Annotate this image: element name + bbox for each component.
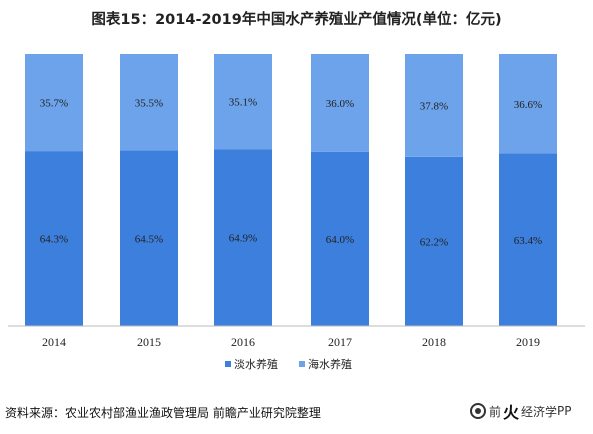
data-label-marine-2017: 36.0% <box>326 98 354 110</box>
data-label-marine-2016: 35.1% <box>229 97 257 109</box>
data-label-freshwater-2017: 64.0% <box>326 234 354 246</box>
legend-swatch-marine <box>299 361 305 367</box>
legend-label-freshwater: 淡水养殖 <box>234 357 278 371</box>
data-label-freshwater-2019: 63.4% <box>514 235 542 247</box>
x-tick-label-2018: 2018 <box>422 335 446 349</box>
legend-swatch-freshwater <box>225 361 231 367</box>
bar-marine-2016 <box>214 54 272 150</box>
chart-title: 图表15：2014-2019年中国水产养殖业产值情况(单位：亿元) <box>91 12 502 28</box>
x-tick-label-2017: 2017 <box>328 335 352 349</box>
bar-freshwater-2015 <box>120 150 178 326</box>
bar-marine-2015 <box>120 54 178 151</box>
logo-text-pre: 前 <box>489 404 502 419</box>
data-label-freshwater-2015: 64.5% <box>135 233 163 245</box>
bar-freshwater-2016 <box>214 149 272 326</box>
x-tick-label-2014: 2014 <box>42 335 66 349</box>
data-label-marine-2019: 36.6% <box>514 99 542 111</box>
bar-freshwater-2019 <box>499 153 557 326</box>
source-note: 资料来源：农业农村部渔业渔政管理局 前瞻产业研究院整理 <box>5 406 321 420</box>
bar-freshwater-2017 <box>311 151 369 326</box>
bar-freshwater-2018 <box>405 156 463 326</box>
data-label-marine-2015: 35.5% <box>135 97 163 109</box>
logo-text-post: PP <box>557 404 572 418</box>
bar-marine-2014 <box>25 54 83 152</box>
bar-freshwater-2014 <box>25 151 83 326</box>
x-tick-label-2016: 2016 <box>231 335 255 349</box>
data-label-marine-2018: 37.8% <box>420 100 448 112</box>
bar-marine-2017 <box>311 54 369 152</box>
watermark-logo: 前 火 经济学 PP <box>470 398 572 424</box>
bar-marine-2019 <box>499 54 557 154</box>
logo-icon <box>470 403 486 419</box>
data-label-freshwater-2014: 64.3% <box>40 234 68 246</box>
data-label-freshwater-2018: 62.2% <box>420 236 448 248</box>
logo-brush-char: 火 <box>503 403 520 422</box>
x-tick-label-2015: 2015 <box>137 335 161 349</box>
x-tick-label-2019: 2019 <box>516 335 540 349</box>
data-label-freshwater-2016: 64.9% <box>229 233 257 245</box>
legend-label-marine: 海水养殖 <box>308 357 352 371</box>
data-label-marine-2014: 35.7% <box>40 98 68 110</box>
logo-text-mid: 经济学 <box>521 404 558 419</box>
bar-marine-2018 <box>405 54 463 157</box>
